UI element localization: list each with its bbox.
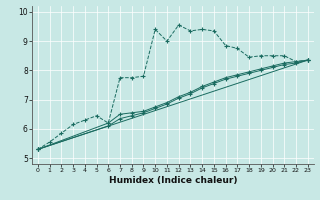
X-axis label: Humidex (Indice chaleur): Humidex (Indice chaleur) [108, 176, 237, 185]
